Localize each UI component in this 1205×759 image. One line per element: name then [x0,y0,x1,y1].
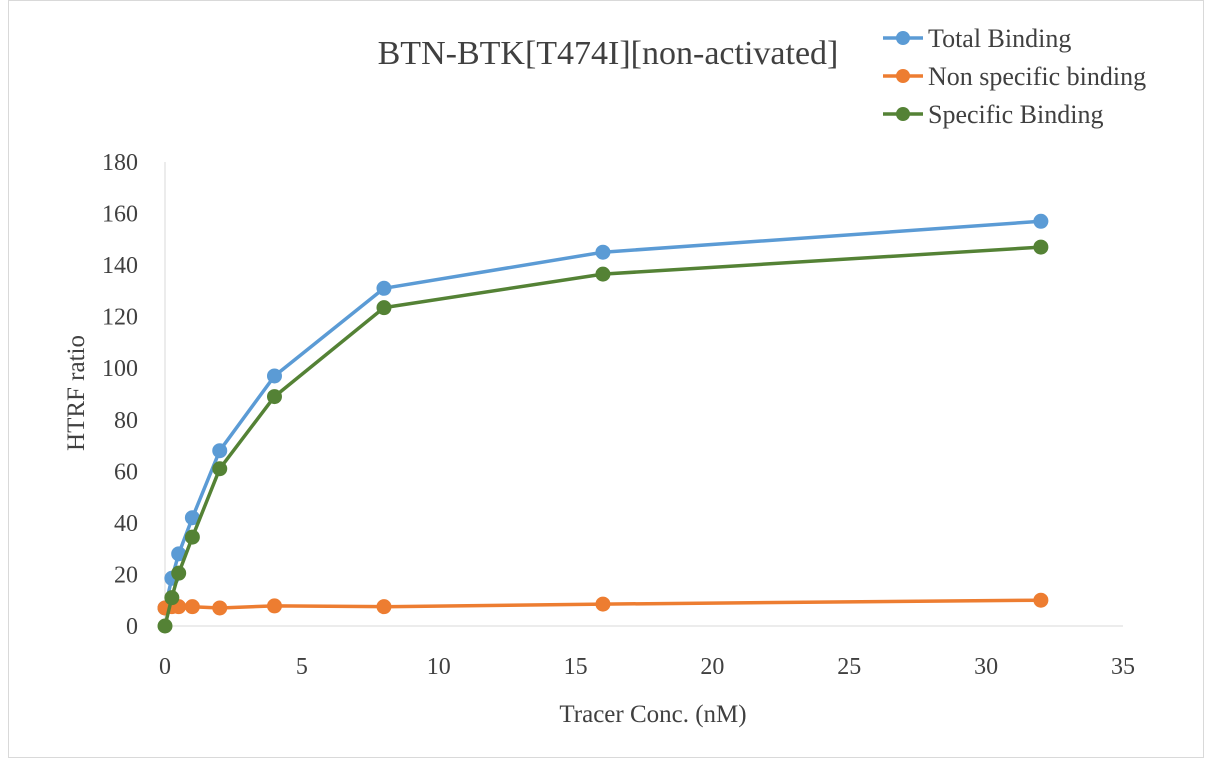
x-tick-label: 5 [296,654,308,680]
data-point [595,596,611,612]
y-tick-label: 20 [114,562,138,588]
legend-marker [896,31,910,45]
y-tick-label: 40 [114,511,138,537]
y-tick-label: 140 [102,253,138,279]
data-point [212,600,228,616]
y-tick-label: 160 [102,202,138,228]
data-point [266,598,282,614]
y-tick-label: 60 [114,459,138,485]
series-layer [157,213,1049,634]
axes: 0 5 10 15 20 25 30 35 0 20 40 60 80 100 120 140 160 180 [102,150,1135,680]
data-point [1033,239,1049,255]
x-tick-label: 10 [427,654,451,680]
series-2 [157,239,1049,634]
y-tick-label: 120 [102,305,138,331]
x-tick-label: 35 [1111,654,1135,680]
y-tick-label: 80 [114,408,138,434]
data-point [212,443,228,459]
data-point [1033,592,1049,608]
legend-item: Specific Binding [883,100,1103,129]
data-point [171,565,187,581]
data-point [376,300,392,316]
y-axis-title: HTRF ratio [63,335,90,451]
legend-item: Total Binding [883,24,1071,53]
y-tick-label: 180 [102,150,138,176]
data-point [266,389,282,405]
data-point [184,599,200,615]
legend-item: Non specific binding [883,62,1146,91]
data-point [1033,213,1049,229]
legend: Total Binding Non specific binding Specifi… [883,24,1146,129]
data-point [595,244,611,260]
legend-label: Specific Binding [928,100,1103,129]
x-tick-label: 25 [837,654,861,680]
data-point [212,461,228,477]
x-tick-label: 0 [159,654,171,680]
y-tick-label: 100 [102,356,138,382]
data-point [164,590,180,606]
legend-label: Non specific binding [928,62,1146,91]
data-point [376,599,392,615]
legend-marker [896,69,910,83]
chart-border [8,0,1204,758]
x-tick-label: 15 [564,654,588,680]
data-point [266,368,282,384]
data-point [595,266,611,282]
x-tick-label: 30 [974,654,998,680]
data-point [376,280,392,296]
legend-label: Total Binding [928,24,1071,53]
data-point [184,529,200,545]
x-axis-title: Tracer Conc. (nM) [559,701,746,728]
chart-title: BTN-BTK[T474I][non-activated] [378,35,839,72]
legend-marker [896,107,910,121]
data-point [157,618,173,634]
y-tick-label: 0 [126,614,138,640]
x-tick-label: 20 [700,654,724,680]
